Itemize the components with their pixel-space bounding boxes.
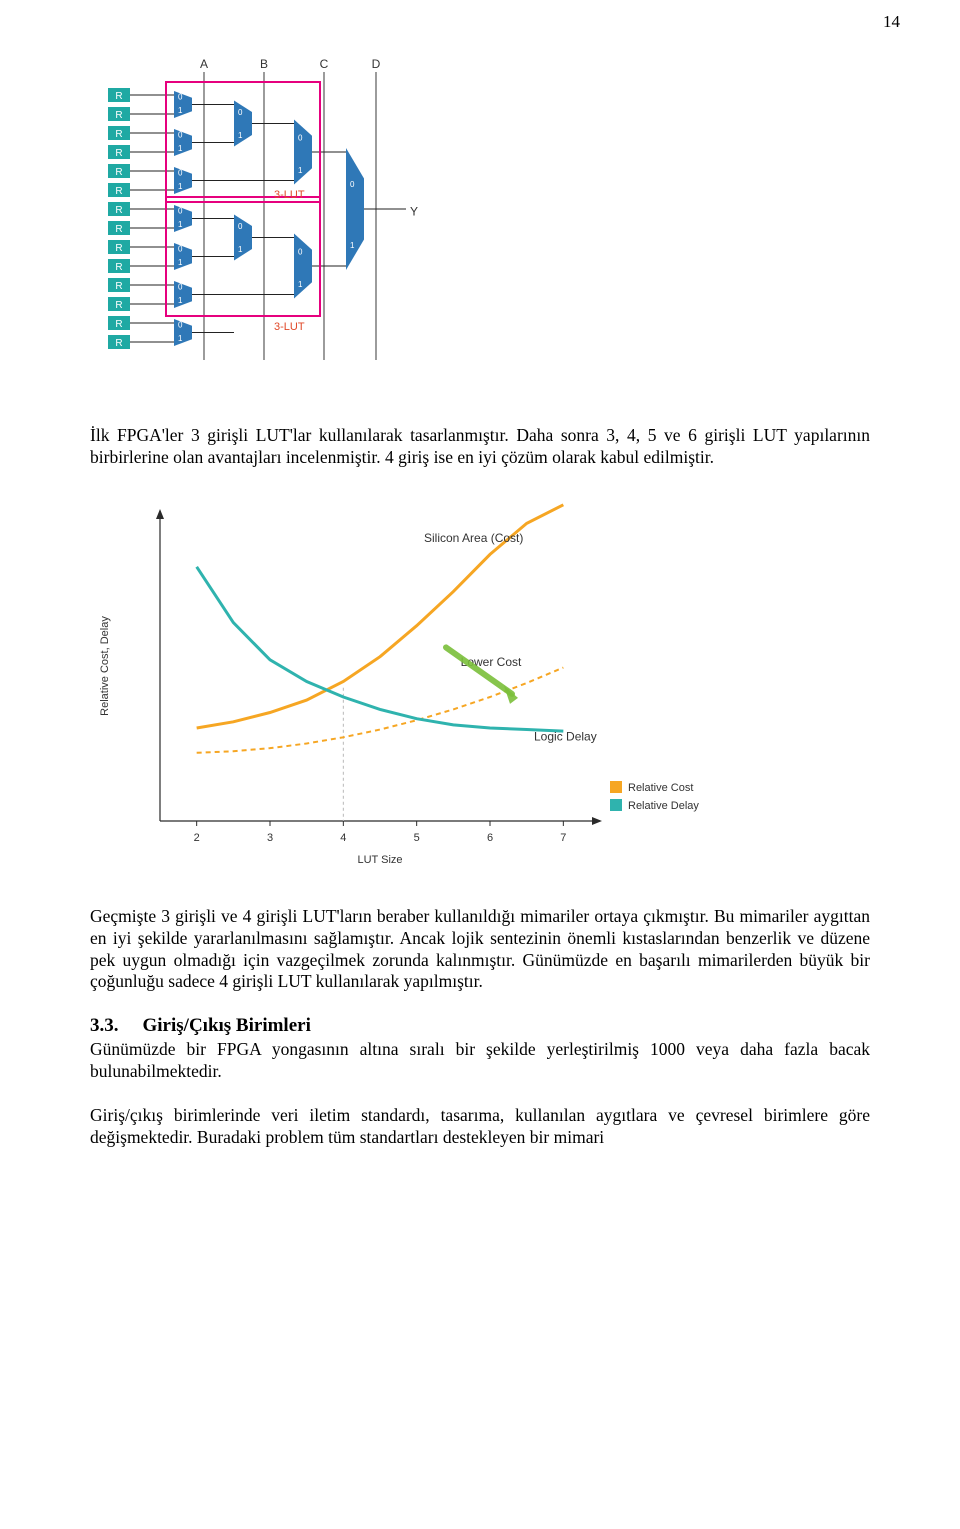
svg-text:R: R [115, 129, 122, 140]
svg-text:R: R [115, 281, 122, 292]
svg-text:1: 1 [178, 106, 183, 115]
svg-text:0: 0 [178, 321, 183, 330]
svg-text:6: 6 [487, 832, 493, 844]
svg-text:2: 2 [194, 832, 200, 844]
cost-delay-chart-svg: 2 3 4 5 6 7 LUT Size Relative Cost, Delay Silico… [90, 491, 730, 871]
svg-text:0: 0 [178, 131, 183, 140]
svg-text:0: 0 [178, 207, 183, 216]
svg-text:1: 1 [298, 166, 303, 175]
svg-text:B: B [260, 57, 268, 71]
svg-text:R: R [115, 243, 122, 254]
svg-text:R: R [115, 91, 122, 102]
svg-text:D: D [372, 57, 381, 71]
section-number: 3.3. [90, 1015, 119, 1037]
svg-text:Relative Cost, Delay: Relative Cost, Delay [99, 615, 111, 715]
svg-text:R: R [115, 262, 122, 273]
svg-text:0: 0 [238, 222, 243, 231]
section-title: Giriş/Çıkış Birimleri [143, 1015, 311, 1037]
svg-text:5: 5 [414, 832, 420, 844]
svg-text:R: R [115, 319, 122, 330]
svg-text:1: 1 [178, 258, 183, 267]
svg-text:Y: Y [410, 205, 418, 219]
svg-text:4: 4 [340, 832, 346, 844]
svg-text:1: 1 [178, 334, 183, 343]
svg-text:R: R [115, 224, 122, 235]
svg-text:1: 1 [298, 280, 303, 289]
svg-text:R: R [115, 300, 122, 311]
paragraph-3: Giriş/çıkış birimlerinde veri iletim sta… [90, 1105, 870, 1149]
lut-diagram-figure: ABCDYRRRRRRRRRRRRRR010101010101010101010… [90, 50, 870, 395]
svg-text:Logic Delay: Logic Delay [534, 729, 597, 743]
svg-text:R: R [115, 186, 122, 197]
cost-delay-chart: 2 3 4 5 6 7 LUT Size Relative Cost, Delay Silico… [90, 491, 870, 876]
lut-diagram-svg: ABCDYRRRRRRRRRRRRRR010101010101010101010… [90, 50, 430, 390]
paragraph-2: Geçmişte 3 girişli ve 4 girişli LUT'ları… [90, 906, 870, 994]
svg-text:R: R [115, 110, 122, 121]
svg-text:1: 1 [238, 245, 243, 254]
page-number: 14 [883, 12, 900, 32]
svg-text:3: 3 [267, 832, 273, 844]
svg-text:Relative Delay: Relative Delay [628, 800, 699, 812]
svg-text:1: 1 [178, 296, 183, 305]
svg-text:0: 0 [178, 93, 183, 102]
paragraph-1: İlk FPGA'ler 3 girişli LUT'lar kullanıla… [90, 425, 870, 469]
svg-text:0: 0 [298, 133, 303, 142]
svg-text:0: 0 [178, 169, 183, 178]
svg-text:Silicon Area (Cost): Silicon Area (Cost) [424, 531, 523, 545]
svg-text:3-LUT: 3-LUT [274, 189, 305, 201]
svg-text:7: 7 [560, 832, 566, 844]
svg-text:R: R [115, 148, 122, 159]
svg-text:R: R [115, 338, 122, 349]
svg-text:0: 0 [298, 247, 303, 256]
svg-text:R: R [115, 205, 122, 216]
svg-text:1: 1 [178, 144, 183, 153]
svg-text:0: 0 [350, 180, 355, 189]
svg-text:A: A [200, 57, 208, 71]
svg-text:0: 0 [178, 245, 183, 254]
svg-text:0: 0 [238, 108, 243, 117]
svg-text:1: 1 [238, 131, 243, 140]
svg-text:Relative Cost: Relative Cost [628, 782, 693, 794]
section-paragraph: Günümüzde bir FPGA yongasının altına sır… [90, 1039, 870, 1083]
svg-text:0: 0 [178, 283, 183, 292]
svg-text:1: 1 [178, 182, 183, 191]
svg-text:R: R [115, 167, 122, 178]
svg-text:3-LUT: 3-LUT [274, 321, 305, 333]
svg-text:LUT Size: LUT Size [357, 854, 402, 866]
svg-text:1: 1 [178, 220, 183, 229]
svg-text:1: 1 [350, 241, 355, 250]
svg-text:C: C [320, 57, 329, 71]
